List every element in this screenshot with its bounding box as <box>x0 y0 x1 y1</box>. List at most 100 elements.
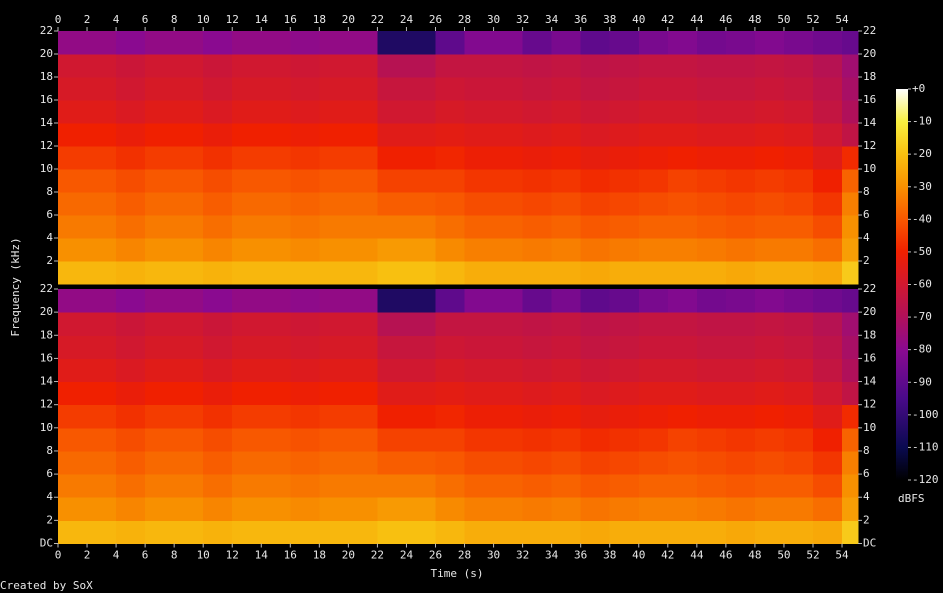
cell <box>580 497 611 521</box>
cell <box>290 520 320 544</box>
cell <box>87 77 117 101</box>
y-tick-label-right: 2 <box>863 254 870 267</box>
cell <box>116 404 146 429</box>
cell <box>290 404 320 429</box>
cell <box>377 427 407 452</box>
cell <box>812 192 843 216</box>
cell <box>406 427 436 452</box>
cell <box>522 358 553 383</box>
cell <box>58 335 88 359</box>
cell <box>174 169 204 193</box>
y-tick-label: 16 <box>40 93 53 106</box>
x-tick-label: 44 <box>690 13 704 26</box>
cell <box>580 192 611 216</box>
cell <box>580 238 611 262</box>
cell <box>377 123 407 147</box>
cell <box>551 31 582 55</box>
cell <box>319 238 349 262</box>
cell <box>203 169 233 193</box>
cell <box>348 192 378 216</box>
y-tick-label-right: 2 <box>863 513 870 526</box>
cell <box>522 77 553 101</box>
cell <box>812 261 843 285</box>
y-tick-label-right: 12 <box>863 139 876 152</box>
cell <box>348 289 378 313</box>
colorbar-label: dBFS <box>898 492 925 505</box>
y-tick-label-right: 20 <box>863 305 876 318</box>
cell <box>348 474 378 498</box>
cell <box>232 238 262 262</box>
cell <box>464 261 495 285</box>
cell <box>319 312 349 336</box>
cell <box>783 77 814 101</box>
cell <box>174 312 204 336</box>
cell <box>203 289 233 313</box>
cell <box>203 238 233 262</box>
y-tick-label-right: 4 <box>863 490 870 503</box>
cell <box>145 123 175 147</box>
cell <box>290 31 320 55</box>
x-tick-label: 50 <box>777 13 790 26</box>
cell <box>203 312 233 336</box>
cell <box>319 215 349 239</box>
cell <box>842 427 859 452</box>
cell <box>261 520 291 544</box>
y-tick-label: 22 <box>40 282 53 295</box>
cell <box>261 404 291 429</box>
cell <box>725 215 756 239</box>
cell <box>348 238 378 262</box>
y-tick-label-right: 10 <box>863 162 876 175</box>
cell <box>319 497 349 521</box>
cell <box>435 358 466 383</box>
cell <box>725 192 756 216</box>
y-tick-label: 14 <box>40 116 54 129</box>
x-tick-label: 14 <box>255 13 269 26</box>
x-tick-label: 18 <box>313 13 326 26</box>
cell <box>609 215 640 239</box>
cell <box>667 77 698 101</box>
cell <box>754 77 785 101</box>
x-tick-label: 20 <box>342 13 355 26</box>
cell <box>319 192 349 216</box>
cell <box>58 520 88 544</box>
cell <box>638 169 669 193</box>
cell <box>203 261 233 285</box>
cell <box>203 77 233 101</box>
cell <box>58 192 88 216</box>
cell <box>667 238 698 262</box>
cell <box>203 146 233 170</box>
cell <box>551 54 582 78</box>
cell <box>319 381 349 406</box>
x-tick-label: 22 <box>371 549 384 562</box>
cell <box>435 474 466 498</box>
x-tick-label: 36 <box>574 549 587 562</box>
cell <box>435 123 466 147</box>
cell <box>667 123 698 147</box>
cell <box>87 358 117 383</box>
cell <box>116 358 146 383</box>
cell <box>377 238 407 262</box>
cell <box>580 404 611 429</box>
cell <box>783 100 814 124</box>
heatmap <box>58 31 859 285</box>
x-tick-label: 28 <box>458 13 471 26</box>
x-tick-label: 34 <box>545 13 559 26</box>
cell <box>667 474 698 498</box>
cell <box>464 497 495 521</box>
x-tick-label: 48 <box>748 13 761 26</box>
cell <box>638 261 669 285</box>
cell <box>696 77 727 101</box>
cell <box>609 520 640 544</box>
cell <box>174 404 204 429</box>
x-tick-label: 32 <box>516 13 529 26</box>
cell <box>377 100 407 124</box>
cell <box>551 215 582 239</box>
cell <box>493 289 524 313</box>
cell <box>319 169 349 193</box>
cell <box>609 497 640 521</box>
cell <box>435 238 466 262</box>
cell <box>406 474 436 498</box>
cell <box>551 497 582 521</box>
cell <box>522 169 553 193</box>
cell <box>290 123 320 147</box>
